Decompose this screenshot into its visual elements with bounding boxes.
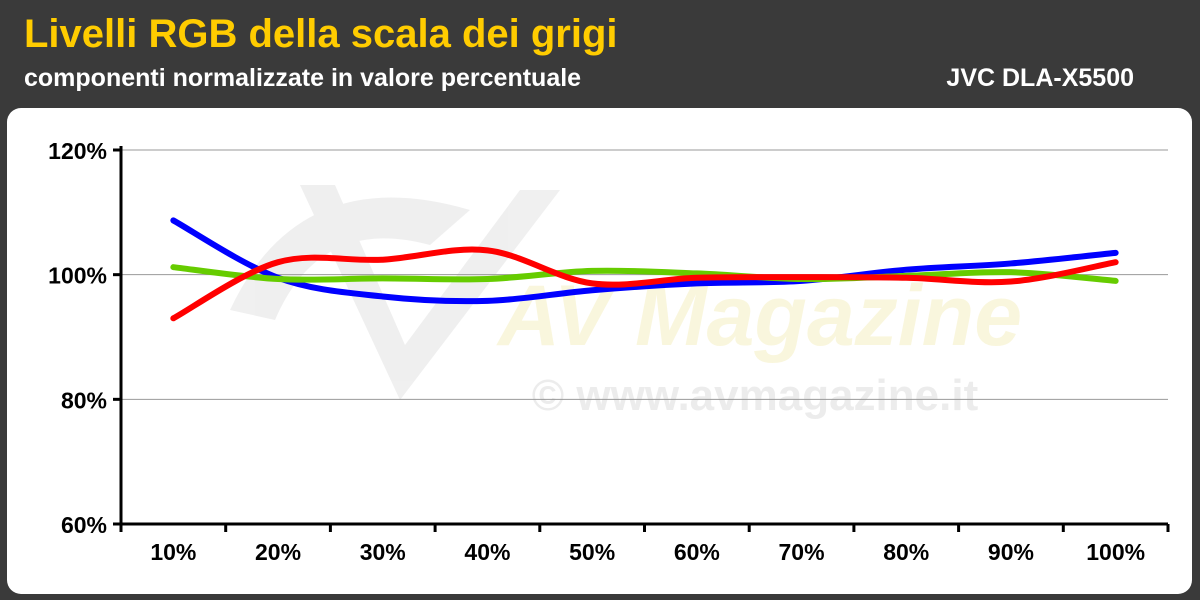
y-tick-label: 80% <box>61 387 107 413</box>
x-tick-label: 70% <box>779 539 825 565</box>
x-tick-label: 100% <box>1086 539 1145 565</box>
avmagazine-watermark: AV Magazine © www.avmagazine.it <box>230 185 1022 420</box>
x-tick-label: 30% <box>360 539 406 565</box>
x-tick-label: 20% <box>255 539 301 565</box>
av-logo-swoosh-icon <box>300 185 560 400</box>
y-tick-labels: 60% 80% 100% 120% <box>48 138 107 538</box>
axes <box>113 146 1170 532</box>
y-tick-label: 60% <box>61 512 107 538</box>
x-tick-label: 10% <box>150 539 196 565</box>
green-series-line <box>170 264 1119 284</box>
blue-series-line <box>170 217 1119 305</box>
header: Livelli RGB della scala dei grigi compon… <box>0 0 1200 100</box>
chart-title: Livelli RGB della scala dei grigi <box>24 12 618 56</box>
chart-panel <box>7 108 1192 594</box>
x-tick-label: 80% <box>883 539 929 565</box>
av-logo-icon <box>230 197 470 320</box>
red-series-line <box>170 246 1119 322</box>
x-tick-label: 60% <box>674 539 720 565</box>
x-tick-label: 40% <box>464 539 510 565</box>
x-tick-labels: 10% 20% 30% 40% 50% 60% 70% 80% 90% 100% <box>150 539 1145 565</box>
y-tick-label: 120% <box>48 138 107 164</box>
chart-subtitle: componenti normalizzate in valore percen… <box>24 64 582 92</box>
model-name: JVC DLA-X5500 <box>946 64 1134 92</box>
watermark-url-text: © www.avmagazine.it <box>532 371 979 420</box>
x-tick-label: 90% <box>988 539 1034 565</box>
x-tick-label: 50% <box>569 539 615 565</box>
data-series <box>170 217 1119 322</box>
y-tick-label: 100% <box>48 263 107 289</box>
